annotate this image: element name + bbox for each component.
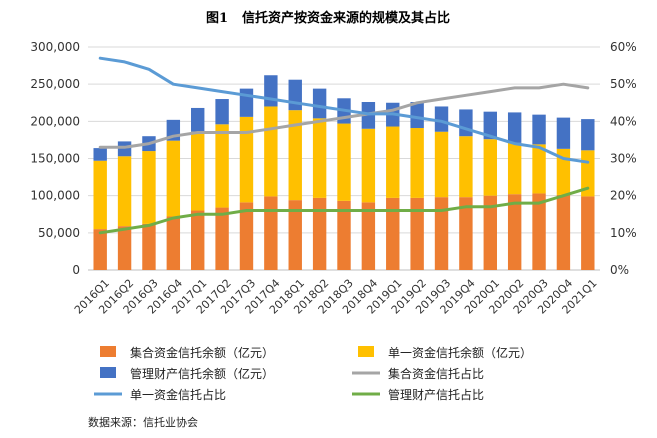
bar-segment-2 bbox=[361, 128, 376, 203]
y-left-tick-label: 50,000 bbox=[38, 226, 80, 240]
legend-label: 集合资金信托占比 bbox=[388, 366, 484, 381]
bar-segment-1 bbox=[288, 200, 302, 270]
bar-segment-3 bbox=[264, 75, 278, 107]
bar-segment-3 bbox=[410, 102, 424, 129]
bar-segment-1 bbox=[215, 207, 229, 270]
bar-segment-2 bbox=[93, 160, 107, 230]
bar-segment-1 bbox=[581, 196, 595, 270]
chart-title-prefix: 图1 bbox=[206, 11, 228, 26]
bar-series bbox=[93, 75, 595, 270]
bar-segment-1 bbox=[191, 210, 205, 270]
y-right-tick-label: 0% bbox=[610, 263, 629, 277]
legend-swatch bbox=[358, 346, 374, 357]
legend: 集合资金信托余额（亿元） 单一资金信托余额（亿元） 管理财产信托余额（亿元） 集合资金… bbox=[94, 345, 532, 402]
bar-segment-2 bbox=[507, 142, 522, 195]
y-right-tick-label: 60% bbox=[610, 40, 637, 54]
bar-segment-1 bbox=[507, 194, 522, 270]
source-note: 数据来源：信托业协会 bbox=[88, 415, 198, 429]
y-left-tick-label: 150,000 bbox=[30, 152, 80, 166]
legend-label: 集合资金信托余额（亿元） bbox=[130, 345, 274, 360]
y-axis-right: 0% 10% 20% 30% 40% 50% 60% bbox=[610, 40, 637, 277]
bar-segment-3 bbox=[239, 88, 254, 117]
y-axis-left: 0 50,000 100,000 150,000 200,000 250,000 300,0… bbox=[30, 40, 80, 277]
bar-segment-3 bbox=[434, 106, 449, 132]
legend-label: 管理财产信托占比 bbox=[388, 387, 484, 402]
line-series-2 bbox=[98, 56, 590, 164]
bar-segment-3 bbox=[312, 88, 327, 119]
bar-segment-3 bbox=[288, 79, 302, 111]
bar-segment-1 bbox=[361, 202, 376, 270]
bar-segment-3 bbox=[215, 99, 229, 125]
x-axis: 2016Q12016Q22016Q32016Q42017Q12017Q22017… bbox=[72, 277, 600, 317]
bar-segment-1 bbox=[337, 200, 351, 270]
bar-segment-1 bbox=[410, 197, 424, 270]
y-right-tick-label: 30% bbox=[610, 152, 637, 166]
bar-segment-1 bbox=[459, 197, 473, 270]
bar-segment-1 bbox=[312, 197, 327, 270]
line-series-1 bbox=[98, 82, 590, 149]
bar-segment-2 bbox=[191, 131, 205, 211]
bar-segment-2 bbox=[459, 136, 473, 198]
bar-segment-3 bbox=[581, 119, 595, 151]
bar-segment-2 bbox=[117, 156, 132, 227]
bar-segment-3 bbox=[459, 109, 473, 137]
bar-segment-3 bbox=[117, 141, 132, 157]
legend-label: 单一资金信托占比 bbox=[130, 387, 226, 402]
y-left-tick-label: 0 bbox=[72, 263, 80, 277]
bar-segment-2 bbox=[483, 139, 497, 196]
bar-segment-1 bbox=[166, 216, 181, 270]
bar-segment-3 bbox=[93, 148, 107, 161]
y-right-tick-label: 50% bbox=[610, 77, 637, 91]
y-left-tick-label: 300,000 bbox=[30, 40, 80, 54]
bar-segment-2 bbox=[142, 151, 156, 224]
y-left-tick-label: 200,000 bbox=[30, 114, 80, 128]
y-left-tick-label: 100,000 bbox=[30, 189, 80, 203]
bar-segment-3 bbox=[507, 112, 522, 143]
legend-swatch bbox=[100, 367, 116, 378]
bar-segment-1 bbox=[117, 226, 132, 270]
bar-segment-1 bbox=[386, 197, 400, 270]
chart-title-text: 信托资产按资金来源的规模及其占比 bbox=[242, 10, 450, 26]
y-right-tick-label: 10% bbox=[610, 226, 637, 240]
bar-segment-2 bbox=[386, 126, 400, 198]
bar-segment-3 bbox=[483, 111, 497, 140]
y-right-tick-label: 40% bbox=[610, 114, 637, 128]
bar-segment-1 bbox=[239, 202, 254, 270]
bar-segment-2 bbox=[264, 106, 278, 197]
bar-segment-2 bbox=[337, 123, 351, 201]
legend-label: 管理财产信托余额（亿元） bbox=[130, 366, 274, 381]
chart-title: 图1 信托资产按资金来源的规模及其占比 bbox=[206, 10, 450, 26]
bar-segment-1 bbox=[483, 195, 497, 270]
bar-segment-1 bbox=[556, 194, 571, 270]
bar-segment-2 bbox=[239, 116, 254, 203]
bar-segment-3 bbox=[191, 107, 205, 132]
bar-segment-1 bbox=[93, 229, 107, 270]
bar-segment-2 bbox=[215, 124, 229, 208]
bar-segment-1 bbox=[264, 196, 278, 270]
legend-label: 单一资金信托余额（亿元） bbox=[388, 345, 532, 360]
bar-segment-1 bbox=[142, 223, 156, 270]
line-series bbox=[98, 56, 590, 235]
bar-segment-2 bbox=[288, 110, 302, 201]
bar-segment-1 bbox=[532, 193, 546, 270]
legend-swatch bbox=[100, 346, 116, 357]
bar-segment-2 bbox=[410, 128, 424, 198]
bar-segment-2 bbox=[434, 131, 449, 198]
bar-segment-3 bbox=[556, 117, 571, 149]
line-series-3 bbox=[98, 186, 590, 235]
bar-segment-2 bbox=[532, 144, 546, 194]
bar-segment-3 bbox=[532, 114, 546, 145]
bar-segment-2 bbox=[312, 118, 327, 198]
y-left-tick-label: 250,000 bbox=[30, 77, 80, 91]
bar-segment-1 bbox=[434, 197, 449, 270]
y-right-tick-label: 20% bbox=[610, 189, 637, 203]
bar-segment-2 bbox=[166, 140, 181, 217]
